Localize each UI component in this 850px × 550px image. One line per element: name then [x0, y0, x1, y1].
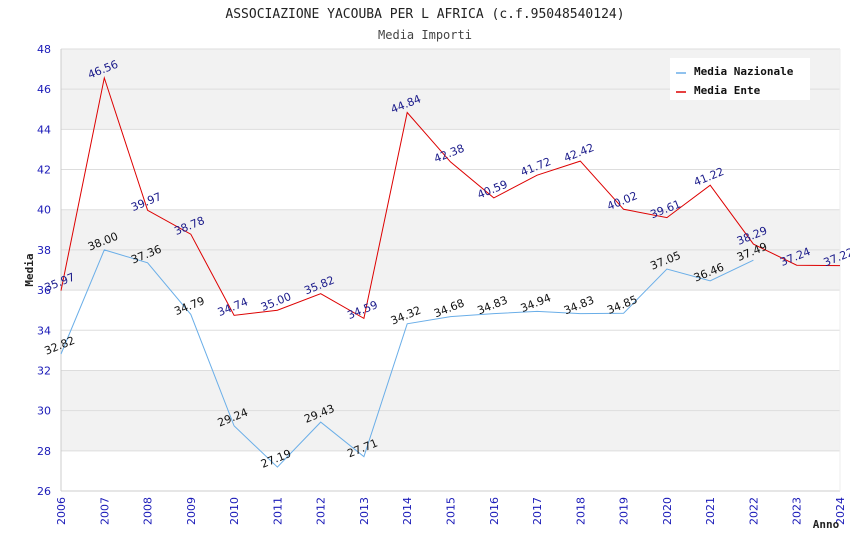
x-axis-ticks: 2006 2007 2008 2009 2010 2011 2012 2013 2014 2015… [55, 497, 847, 525]
x-tick-label: 2022 [747, 497, 760, 525]
x-tick-label: 2016 [488, 497, 501, 525]
y-tick-label: 42 [37, 164, 51, 177]
x-tick-label: 2019 [618, 497, 631, 525]
y-axis-label: Media [23, 253, 36, 286]
x-tick-label: 2007 [98, 497, 111, 525]
data-label: 34.59 [346, 298, 380, 322]
y-axis-ticks: 26 28 30 32 34 36 38 40 42 44 46 48 [37, 43, 51, 498]
x-axis-label: Anno [813, 518, 840, 531]
x-tick-label: 2013 [358, 497, 371, 525]
x-tick-label: 2021 [704, 497, 717, 525]
x-tick-label: 2024 [834, 497, 847, 525]
grid-band [61, 410, 840, 451]
data-label: 40.59 [475, 178, 509, 202]
y-tick-label: 30 [37, 405, 51, 418]
grid-band [61, 370, 840, 411]
data-label: 35.97 [43, 271, 77, 295]
legend-label-ente: Media Ente [694, 84, 761, 97]
y-tick-label: 34 [37, 324, 51, 337]
x-tick-label: 2011 [271, 497, 284, 525]
data-label: 41.72 [519, 155, 553, 179]
y-tick-label: 32 [37, 364, 51, 377]
x-tick-label: 2014 [401, 497, 414, 525]
x-tick-label: 2020 [661, 497, 674, 525]
chart-title: ASSOCIAZIONE YACOUBA PER L AFRICA (c.f.9… [225, 7, 624, 22]
x-tick-label: 2010 [228, 497, 241, 525]
x-tick-label: 2008 [142, 497, 155, 525]
y-tick-label: 48 [37, 43, 51, 56]
y-tick-label: 46 [37, 83, 51, 96]
legend: Media Nazionale Media Ente [670, 58, 810, 100]
chart-subtitle: Media Importi [378, 28, 472, 42]
y-tick-label: 36 [37, 284, 51, 297]
x-tick-label: 2015 [445, 497, 458, 525]
axes [60, 49, 841, 492]
y-tick-label: 38 [37, 244, 51, 257]
y-tick-label: 26 [37, 485, 51, 498]
x-tick-label: 2018 [574, 497, 587, 525]
series-lines [60, 75, 841, 468]
data-label: 34.32 [389, 304, 423, 328]
series-line-ente [60, 75, 841, 320]
y-tick-label: 28 [37, 445, 51, 458]
x-tick-label: 2009 [185, 497, 198, 525]
grid-band [61, 209, 840, 250]
x-tick-label: 2017 [531, 497, 544, 525]
y-tick-label: 44 [37, 123, 51, 136]
legend-label-nazionale: Media Nazionale [694, 65, 794, 78]
data-label: 32.82 [43, 334, 77, 358]
y-tick-label: 40 [37, 204, 51, 217]
data-label: 34.74 [216, 295, 250, 319]
data-label: 42.38 [432, 142, 466, 166]
legend-box [670, 58, 810, 100]
x-tick-label: 2023 [791, 497, 804, 525]
series-line-nazionale [60, 249, 754, 468]
data-label: 41.22 [692, 165, 726, 189]
x-tick-label: 2006 [55, 497, 68, 525]
x-tick-label: 2012 [315, 497, 328, 525]
data-label: 34.79 [172, 294, 206, 318]
grid-band [61, 249, 840, 291]
